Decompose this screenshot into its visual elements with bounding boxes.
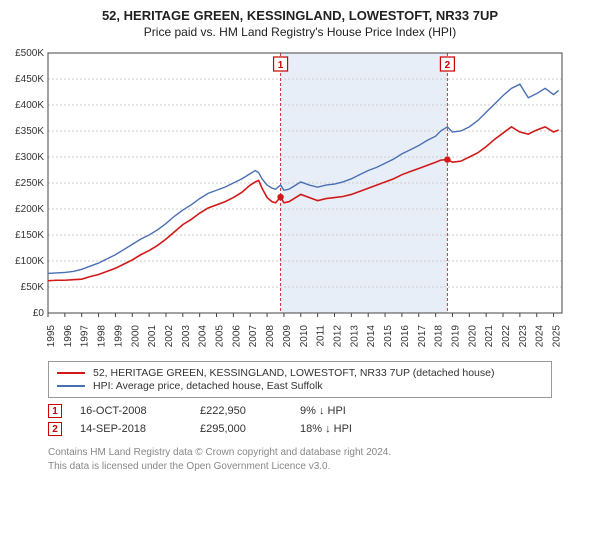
marker-price: £295,000 [200,423,300,435]
legend-swatch [57,372,85,374]
marker-price: £222,950 [200,405,300,417]
marker-row: 2 14-SEP-2018£295,00018% ↓ HPI [48,422,552,436]
svg-text:2010: 2010 [299,325,310,348]
legend: 52, HERITAGE GREEN, KESSINGLAND, LOWESTO… [48,361,552,398]
svg-text:2021: 2021 [484,325,495,348]
markers-table: 1 16-OCT-2008£222,9509% ↓ HPI 2 14-SEP-2018… [48,404,552,436]
marker-index-box: 1 [48,404,62,418]
footer-line1: Contains HM Land Registry data © Crown c… [48,446,552,460]
svg-text:2: 2 [445,60,451,71]
svg-text:1: 1 [278,60,284,71]
svg-text:1998: 1998 [97,325,108,348]
svg-text:2013: 2013 [349,325,360,348]
marker-row: 1 16-OCT-2008£222,9509% ↓ HPI [48,404,552,418]
svg-text:£50K: £50K [21,282,45,293]
svg-text:2008: 2008 [265,325,276,348]
svg-text:2006: 2006 [231,325,242,348]
legend-row: HPI: Average price, detached house, East… [57,380,543,392]
svg-text:£500K: £500K [15,48,44,59]
svg-text:2012: 2012 [332,325,343,348]
svg-text:2000: 2000 [130,325,141,348]
svg-text:1995: 1995 [46,325,57,348]
marker-index-box: 2 [48,422,62,436]
svg-text:£450K: £450K [15,74,44,85]
svg-text:1997: 1997 [80,325,91,348]
svg-text:£350K: £350K [15,126,44,137]
svg-text:2017: 2017 [417,325,428,348]
marker-date: 14-SEP-2018 [80,423,200,435]
svg-text:2002: 2002 [164,325,175,348]
svg-text:£250K: £250K [15,178,44,189]
svg-text:2022: 2022 [501,325,512,348]
svg-text:1996: 1996 [63,325,74,348]
marker-pct: 9% ↓ HPI [300,405,440,417]
legend-label: 52, HERITAGE GREEN, KESSINGLAND, LOWESTO… [93,367,494,379]
svg-text:2004: 2004 [198,325,209,348]
svg-text:£0: £0 [33,308,45,319]
svg-text:2018: 2018 [434,325,445,348]
svg-text:1999: 1999 [113,325,124,348]
svg-text:2009: 2009 [282,325,293,348]
svg-text:£200K: £200K [15,204,44,215]
svg-text:£400K: £400K [15,100,44,111]
svg-text:£150K: £150K [15,230,44,241]
svg-text:2024: 2024 [535,325,546,348]
svg-text:£300K: £300K [15,152,44,163]
footer: Contains HM Land Registry data © Crown c… [48,446,552,473]
svg-text:2001: 2001 [147,325,158,348]
svg-text:2025: 2025 [552,325,563,348]
marker-pct: 18% ↓ HPI [300,423,440,435]
footer-line2: This data is licensed under the Open Gov… [48,460,552,474]
price-chart: £0 £50K £100K £150K £200K £250K £300K £350K £400… [8,45,592,355]
svg-text:2011: 2011 [316,325,327,347]
svg-text:2015: 2015 [383,325,394,348]
svg-text:£100K: £100K [15,256,44,267]
legend-row: 52, HERITAGE GREEN, KESSINGLAND, LOWESTO… [57,367,543,379]
chart-svg: £0 £50K £100K £150K £200K £250K £300K £350K £400… [8,45,568,355]
svg-text:2023: 2023 [518,325,529,348]
svg-text:2007: 2007 [248,325,259,348]
svg-text:2016: 2016 [400,325,411,348]
svg-text:2005: 2005 [215,325,226,348]
page-subtitle: Price paid vs. HM Land Registry's House … [8,25,592,39]
legend-swatch [57,385,85,387]
svg-text:2019: 2019 [450,325,461,348]
svg-text:2014: 2014 [366,325,377,348]
svg-text:2003: 2003 [181,325,192,348]
svg-text:2020: 2020 [467,325,478,348]
page-title: 52, HERITAGE GREEN, KESSINGLAND, LOWESTO… [8,8,592,23]
marker-date: 16-OCT-2008 [80,405,200,417]
legend-label: HPI: Average price, detached house, East… [93,380,323,392]
title-block: 52, HERITAGE GREEN, KESSINGLAND, LOWESTO… [8,8,592,39]
